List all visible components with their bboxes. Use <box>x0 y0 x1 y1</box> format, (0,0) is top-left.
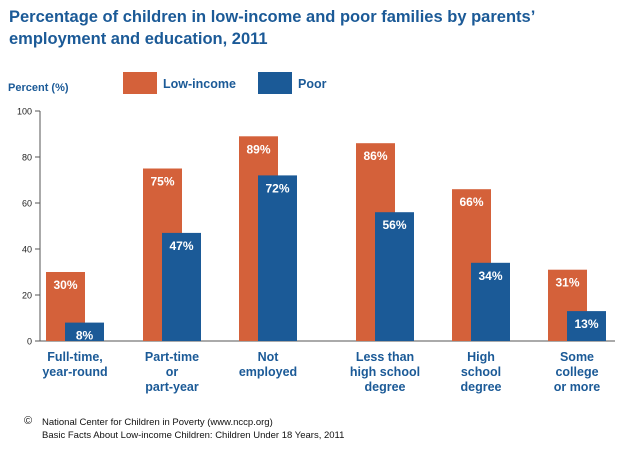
bar-poor <box>258 175 297 341</box>
copyright-icon: © <box>24 415 33 427</box>
y-axis-label: Percent (%) <box>8 82 69 94</box>
x-category-label: degree <box>365 380 406 394</box>
data-label-poor: 13% <box>574 317 598 331</box>
x-category-label: part-year <box>145 380 199 394</box>
data-label-low-income: 86% <box>363 149 387 163</box>
bar-poor <box>162 232 201 341</box>
y-tick-label: 40 <box>22 245 32 255</box>
x-category-label: Not <box>258 350 280 364</box>
x-category-label: or <box>166 365 179 379</box>
y-tick-label: 20 <box>22 291 32 301</box>
x-category-label: employed <box>239 365 297 379</box>
x-category-label: degree <box>461 380 502 394</box>
legend-swatch-poor <box>258 72 292 94</box>
data-label-low-income: 75% <box>150 175 174 189</box>
bar-poor <box>65 322 104 341</box>
data-label-poor: 56% <box>382 218 406 232</box>
x-category-label: Some <box>560 350 594 364</box>
data-label-low-income: 30% <box>53 278 77 292</box>
legend-swatch-low-income <box>123 72 157 94</box>
data-label-poor: 34% <box>478 269 502 283</box>
data-label-low-income: 31% <box>555 276 579 290</box>
data-label-poor: 8% <box>76 329 94 343</box>
y-tick-label: 100 <box>17 107 32 117</box>
y-tick-label: 60 <box>22 199 32 209</box>
bar-poor <box>567 311 606 341</box>
x-category-label: school <box>461 365 501 379</box>
source-line-1: National Center for Children in Poverty … <box>42 417 273 428</box>
data-label-low-income: 89% <box>246 142 270 156</box>
bar-poor <box>471 262 510 341</box>
data-label-poor: 47% <box>169 239 193 253</box>
x-category-label: High <box>467 350 495 364</box>
x-category-label: Full-time, <box>47 350 103 364</box>
x-category-label: Less than <box>356 350 414 364</box>
source-footer: © National Center for Children in Povert… <box>24 415 345 442</box>
legend-label-low-income: Low-income <box>163 77 236 91</box>
data-label-poor: 72% <box>265 181 289 195</box>
y-tick-label: 80 <box>22 153 32 163</box>
x-category-label: college <box>555 365 598 379</box>
data-label-low-income: 66% <box>459 195 483 209</box>
chart-title: Percentage of children in low-income and… <box>9 8 535 48</box>
x-category-label: high school <box>350 365 420 379</box>
x-category-label: or more <box>554 380 601 394</box>
legend-label-poor: Poor <box>298 77 327 91</box>
x-category-label: year-round <box>42 365 107 379</box>
y-tick-label: 0 <box>27 337 32 347</box>
source-line-2: Basic Facts About Low-income Children: C… <box>42 430 345 441</box>
x-category-label: Part-time <box>145 350 199 364</box>
bar-poor <box>375 212 414 341</box>
